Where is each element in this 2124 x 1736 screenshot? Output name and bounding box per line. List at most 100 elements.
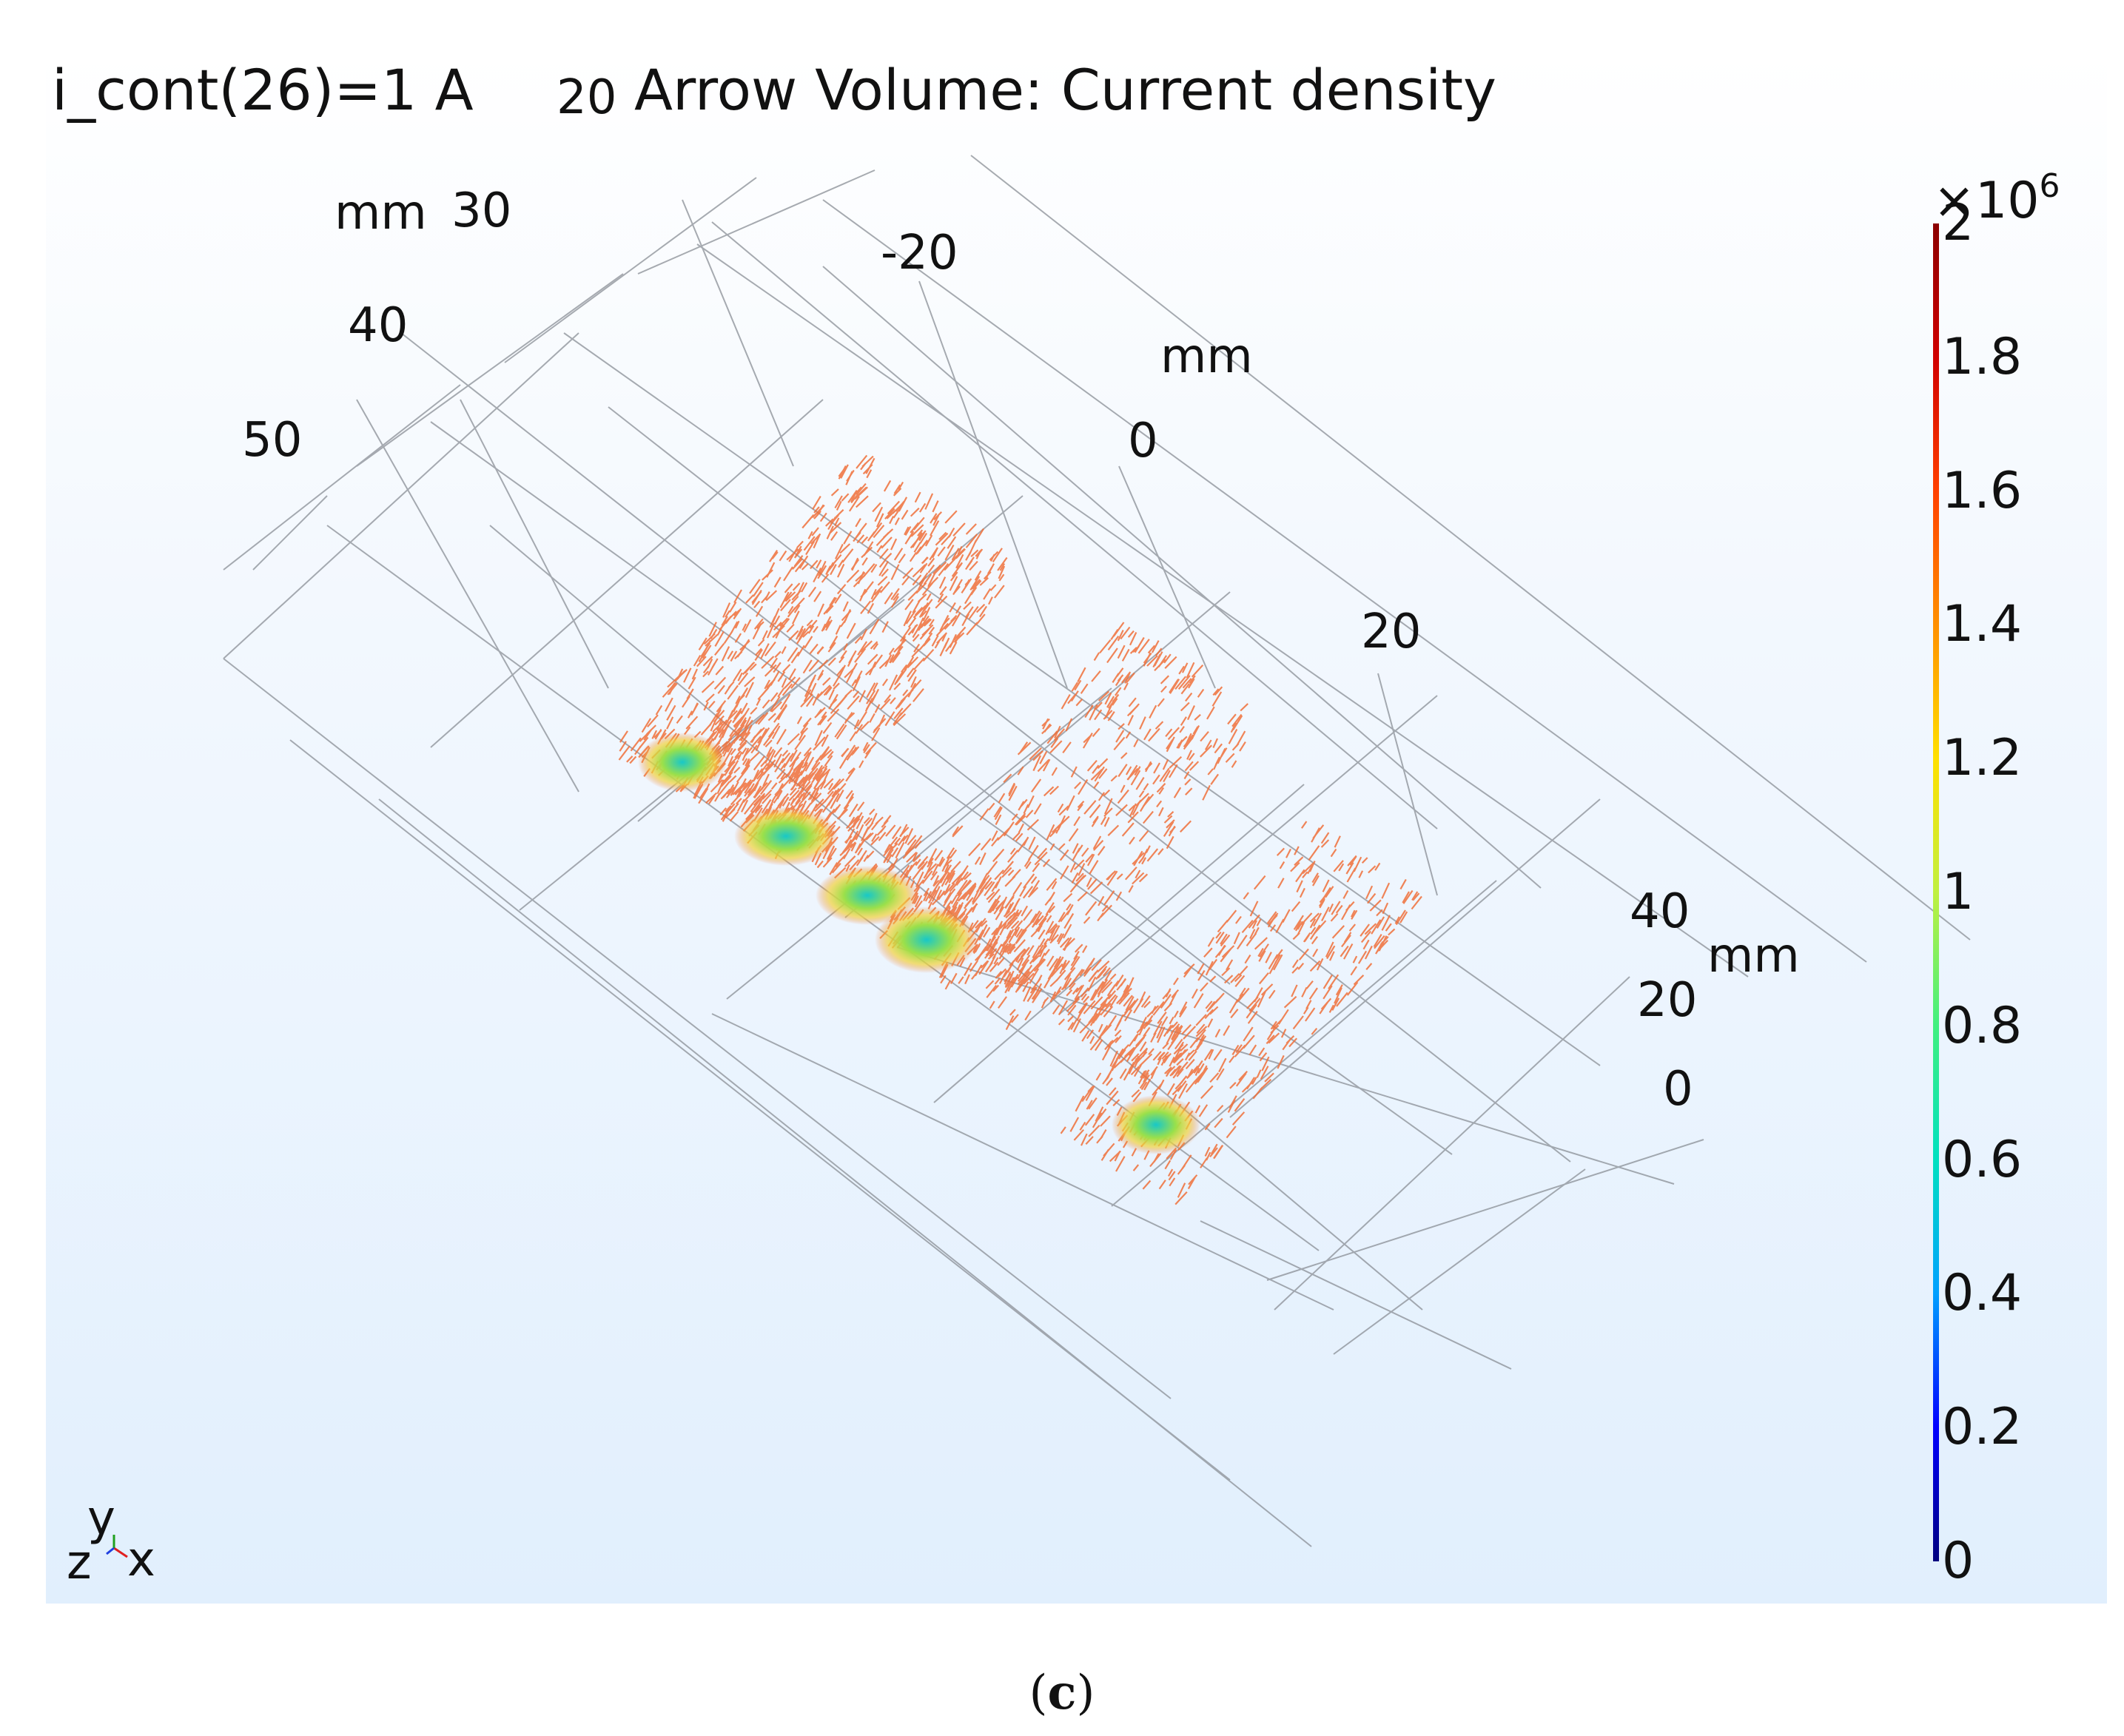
current-arrow [1084,704,1094,719]
mid-axis-tick: 20 [1361,605,1422,659]
low-density-regions [638,733,1200,1154]
current-arrow [1373,934,1382,947]
current-arrow [909,552,917,562]
current-arrow [1325,941,1334,958]
current-arrow [1202,784,1211,801]
current-arrow [1058,912,1066,923]
current-arrow [974,528,984,543]
current-arrow [1055,955,1062,966]
current-arrow [1098,895,1105,906]
current-arrow [834,517,840,527]
current-arrow [1195,1026,1208,1037]
current-arrow [783,566,794,582]
current-arrow [770,701,782,713]
current-arrow [1180,683,1190,695]
current-arrow [841,748,849,758]
current-arrow [998,793,1006,804]
current-arrow [1312,948,1319,958]
current-arrow [1008,784,1016,797]
current-arrow [844,689,853,697]
current-arrow [714,630,725,647]
current-arrow [1374,935,1385,949]
current-arrow [754,785,762,797]
current-arrow [733,589,742,604]
current-arrow [1369,899,1382,912]
current-arrow [993,923,1003,936]
current-arrow [1073,816,1081,827]
current-arrow [813,506,820,514]
current-arrow [1032,750,1043,761]
current-arrow [949,642,958,655]
current-arrow [1060,865,1069,880]
current-arrow [1381,915,1391,931]
current-arrow [1188,678,1195,689]
current-arrow [1238,1071,1248,1081]
current-arrow [932,567,940,575]
current-arrow [860,640,873,653]
current-arrow [1179,725,1185,733]
current-arrow [1109,1150,1121,1163]
current-arrow [848,803,858,818]
current-arrow [1312,875,1320,886]
current-arrow [1246,1077,1256,1090]
current-arrow [977,887,984,897]
wireframe-line [711,221,1438,830]
current-arrow [893,707,904,719]
current-arrow [1058,1000,1069,1016]
current-arrow [952,892,963,909]
current-arrow [727,681,735,689]
current-arrow [779,672,785,679]
current-arrow [786,548,799,561]
colorbar-tick-label: 0.8 [1942,996,2023,1055]
current-arrow [950,861,961,872]
current-arrow [1078,1002,1089,1017]
current-arrow [810,682,817,696]
current-arrow [1015,928,1023,938]
current-arrow [769,549,779,562]
current-arrow [1010,976,1019,988]
current-arrow [991,837,1000,847]
current-arrow [927,858,934,868]
current-arrow [983,588,992,600]
current-arrow [931,635,939,647]
current-arrow [950,571,958,582]
current-arrow [693,655,702,667]
current-arrow [1042,718,1049,730]
current-arrow [1194,1067,1200,1076]
current-arrow [1399,878,1407,890]
current-arrow [753,770,760,781]
current-arrow [892,651,901,664]
current-arrow [855,843,861,853]
current-arrow [1112,693,1120,702]
current-arrow [804,636,813,649]
current-arrow [824,619,833,631]
current-arrow [1066,989,1073,997]
current-arrow [1203,1049,1213,1061]
current-arrow [910,676,917,688]
current-arrow [723,630,733,645]
current-arrow [807,531,813,539]
current-arrow [911,835,923,850]
current-arrow [1169,1177,1176,1187]
current-arrow [939,586,947,596]
current-arrow [1048,905,1056,914]
current-arrow [1172,977,1179,986]
current-arrow [944,864,950,873]
current-arrow [1084,1114,1095,1126]
current-arrow [1032,988,1043,1003]
current-arrow [1006,929,1012,939]
current-arrow [1169,992,1177,1006]
current-arrow [782,683,793,696]
current-arrow [744,779,754,794]
current-arrow [1365,885,1374,900]
current-arrow [728,764,736,775]
current-arrow [1256,918,1262,926]
current-arrow [716,719,728,732]
current-arrow [1381,882,1391,899]
current-arrow [1092,764,1100,774]
current-arrow [742,789,756,803]
current-arrow [964,962,972,976]
current-arrow [978,924,988,941]
current-arrow [874,704,881,713]
current-arrow [1041,999,1046,1009]
